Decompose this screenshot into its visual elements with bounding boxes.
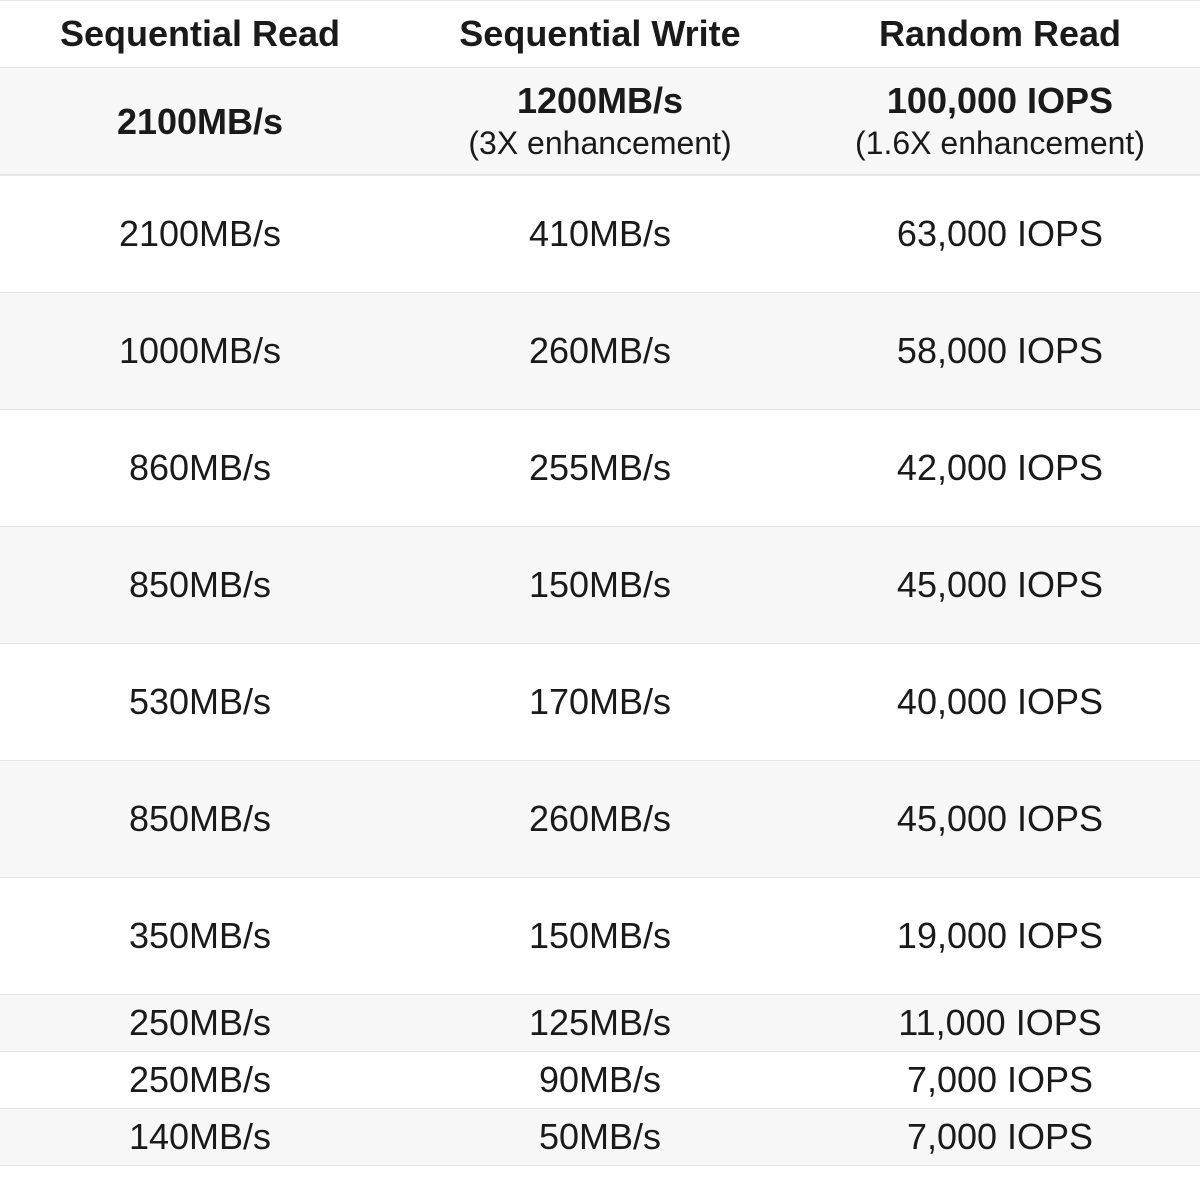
cell-rand-read: 40,000 IOPS [800, 644, 1200, 760]
cell-seq-write: 150MB/s [400, 878, 800, 994]
cell-seq-write: 90MB/s [400, 1052, 800, 1108]
cell-seq-write: 260MB/s [400, 761, 800, 877]
highlight-row: 2100MB/s 1200MB/s (3X enhancement) 100,0… [0, 68, 1200, 175]
cell-seq-write: 150MB/s [400, 527, 800, 643]
cell-seq-read: 860MB/s [0, 410, 400, 526]
cell-seq-read: 1000MB/s [0, 293, 400, 409]
cell-seq-write: 50MB/s [400, 1109, 800, 1165]
table-row: 860MB/s255MB/s42,000 IOPS [0, 410, 1200, 527]
cell-rand-read: 45,000 IOPS [800, 761, 1200, 877]
highlight-seq-read: 2100MB/s [0, 68, 400, 174]
table-row: 1000MB/s260MB/s58,000 IOPS [0, 293, 1200, 410]
table-row: 250MB/s125MB/s11,000 IOPS [0, 995, 1200, 1052]
cell-seq-write: 255MB/s [400, 410, 800, 526]
cell-rand-read: 58,000 IOPS [800, 293, 1200, 409]
table-header-row: Sequential Read Sequential Write Random … [0, 0, 1200, 68]
cell-seq-read: 140MB/s [0, 1109, 400, 1165]
cell-rand-read: 7,000 IOPS [800, 1052, 1200, 1108]
cell-seq-write: 260MB/s [400, 293, 800, 409]
cell-seq-read: 530MB/s [0, 644, 400, 760]
cell-rand-read: 19,000 IOPS [800, 878, 1200, 994]
cell-seq-read: 850MB/s [0, 761, 400, 877]
cell-rand-read: 7,000 IOPS [800, 1109, 1200, 1165]
table-row: 850MB/s150MB/s45,000 IOPS [0, 527, 1200, 644]
table-row: 530MB/s170MB/s40,000 IOPS [0, 644, 1200, 761]
highlight-rand-read-sub: (1.6X enhancement) [855, 123, 1145, 165]
cell-rand-read: 63,000 IOPS [800, 176, 1200, 292]
table-row: 850MB/s260MB/s45,000 IOPS [0, 761, 1200, 878]
cell-rand-read: 42,000 IOPS [800, 410, 1200, 526]
cell-seq-read: 350MB/s [0, 878, 400, 994]
performance-table: Sequential Read Sequential Write Random … [0, 0, 1200, 1166]
cell-seq-read: 2100MB/s [0, 176, 400, 292]
cell-seq-read: 250MB/s [0, 1052, 400, 1108]
table-row: 250MB/s90MB/s7,000 IOPS [0, 1052, 1200, 1109]
cell-seq-write: 170MB/s [400, 644, 800, 760]
cell-seq-write: 410MB/s [400, 176, 800, 292]
table-row: 2100MB/s410MB/s63,000 IOPS [0, 175, 1200, 293]
cell-seq-read: 250MB/s [0, 995, 400, 1051]
cell-rand-read: 11,000 IOPS [800, 995, 1200, 1051]
col-header-seq-write: Sequential Write [400, 1, 800, 67]
highlight-seq-write-sub: (3X enhancement) [468, 123, 731, 165]
cell-seq-write: 125MB/s [400, 995, 800, 1051]
highlight-seq-write-value: 1200MB/s [517, 78, 683, 123]
col-header-seq-read: Sequential Read [0, 1, 400, 67]
table-row: 140MB/s50MB/s7,000 IOPS [0, 1109, 1200, 1166]
highlight-seq-read-value: 2100MB/s [117, 99, 283, 144]
highlight-rand-read: 100,000 IOPS (1.6X enhancement) [800, 68, 1200, 174]
cell-seq-read: 850MB/s [0, 527, 400, 643]
cell-rand-read: 45,000 IOPS [800, 527, 1200, 643]
table-row: 350MB/s150MB/s19,000 IOPS [0, 878, 1200, 995]
col-header-rand-read: Random Read [800, 1, 1200, 67]
highlight-seq-write: 1200MB/s (3X enhancement) [400, 68, 800, 174]
highlight-rand-read-value: 100,000 IOPS [887, 78, 1113, 123]
